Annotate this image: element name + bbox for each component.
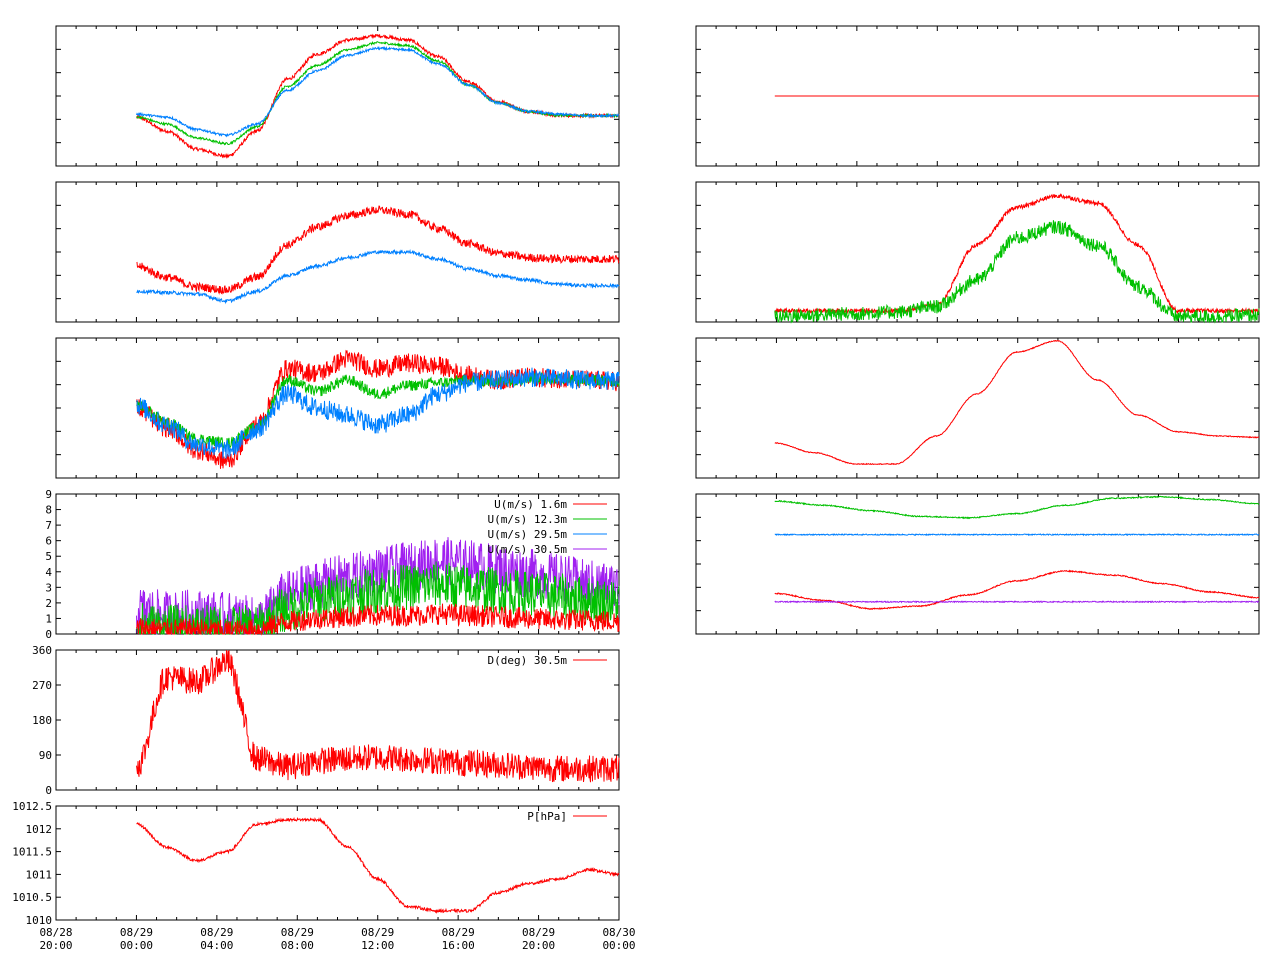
series-line-purple <box>774 600 1260 604</box>
y-tick-label: 6 <box>45 535 52 548</box>
series-line-blue <box>136 45 620 138</box>
series-line-red <box>136 603 620 636</box>
x-tick-label: 08/29 <box>200 926 233 939</box>
series-line-red <box>136 649 620 783</box>
plot-frame <box>695 181 1260 323</box>
series-line-blue <box>136 249 620 305</box>
y-tick-label: 9 <box>45 488 52 501</box>
right-top-panel <box>695 25 1260 167</box>
y-tick-label: 7 <box>45 519 52 532</box>
y-tick-label: 180 <box>32 714 52 727</box>
x-tick-label: 08/29 <box>120 926 153 939</box>
x-tick-label: 20:00 <box>522 939 555 952</box>
x-tick-label: 08/28 <box>39 926 72 939</box>
right-bottom-panel <box>695 493 1260 635</box>
plot-frame <box>55 25 620 167</box>
x-tick-label: 08/29 <box>281 926 314 939</box>
plot-frame <box>695 337 1260 479</box>
x-tick-label: 16:00 <box>442 939 475 952</box>
x-tick-label: 20:00 <box>39 939 72 952</box>
x-tick-label: 00:00 <box>120 939 153 952</box>
legend-label: U(m/s) 30.5m <box>488 543 568 556</box>
right-curve-panel <box>695 337 1260 479</box>
y-tick-label: 90 <box>39 749 52 762</box>
series-line-green <box>774 220 1260 324</box>
y-tick-label: 8 <box>45 504 52 517</box>
y-tick-label: 5 <box>45 550 52 563</box>
vertical-profile-panel <box>55 337 620 479</box>
series-line-green <box>774 495 1260 520</box>
y-tick-label: 360 <box>32 644 52 657</box>
y-tick-label: 1011 <box>26 868 53 881</box>
wind-speed-panel: 0 1 2 3 4 5 6 7 8 9 U(m/s) 1.6m U(m/s) 12.3m U(m/s) … <box>45 488 620 641</box>
x-tick-label: 12:00 <box>361 939 394 952</box>
x-tick-label: 00:00 <box>602 939 635 952</box>
y-tick-label: 1010.5 <box>12 891 52 904</box>
y-tick-label: 4 <box>45 566 52 579</box>
series-line-red <box>136 205 620 295</box>
y-tick-label: 0 <box>45 628 52 641</box>
temperature-panel <box>55 25 620 167</box>
y-tick-label: 1011.5 <box>12 846 52 859</box>
series-line-red <box>136 816 620 915</box>
series-line-red <box>774 569 1260 610</box>
series-line-red <box>774 339 1260 466</box>
y-tick-label: 0 <box>45 784 52 797</box>
legend-label: U(m/s) 1.6m <box>494 498 567 511</box>
x-tick-label: 08/30 <box>602 926 635 939</box>
y-tick-label: 3 <box>45 581 52 594</box>
x-tick-label: 08/29 <box>442 926 475 939</box>
y-tick-label: 270 <box>32 679 52 692</box>
y-tick-label: 1 <box>45 612 52 625</box>
humidity-panel <box>55 181 620 323</box>
series-line-blue <box>136 367 620 459</box>
plot-frame <box>55 181 620 323</box>
series-line-red <box>774 193 1260 315</box>
legend-label: P[hPa] <box>527 810 567 823</box>
x-tick-label: 08/29 <box>361 926 394 939</box>
y-tick-label: 1010 <box>26 914 53 927</box>
wind-direction-panel: 0 90 180 270 360 D(deg) 30.5m <box>32 644 620 797</box>
y-tick-label: 2 <box>45 597 52 610</box>
x-tick-label: 04:00 <box>200 939 233 952</box>
radiation-panel <box>695 181 1260 324</box>
legend-label: D(deg) 30.5m <box>488 654 568 667</box>
x-tick-label: 08/29 <box>522 926 555 939</box>
plot-frame <box>695 493 1260 635</box>
legend-label: U(m/s) 29.5m <box>488 528 568 541</box>
series-line-blue <box>774 533 1260 537</box>
pressure-panel: 1010 1010.5 1011 1011.5 1012 1012.5 P[hPa] <box>12 800 620 927</box>
x-tick-label: 08:00 <box>281 939 314 952</box>
y-tick-label: 1012 <box>26 823 53 836</box>
legend-label: U(m/s) 12.3m <box>488 513 568 526</box>
y-tick-label: 1012.5 <box>12 800 52 813</box>
plot-frame <box>55 805 620 921</box>
